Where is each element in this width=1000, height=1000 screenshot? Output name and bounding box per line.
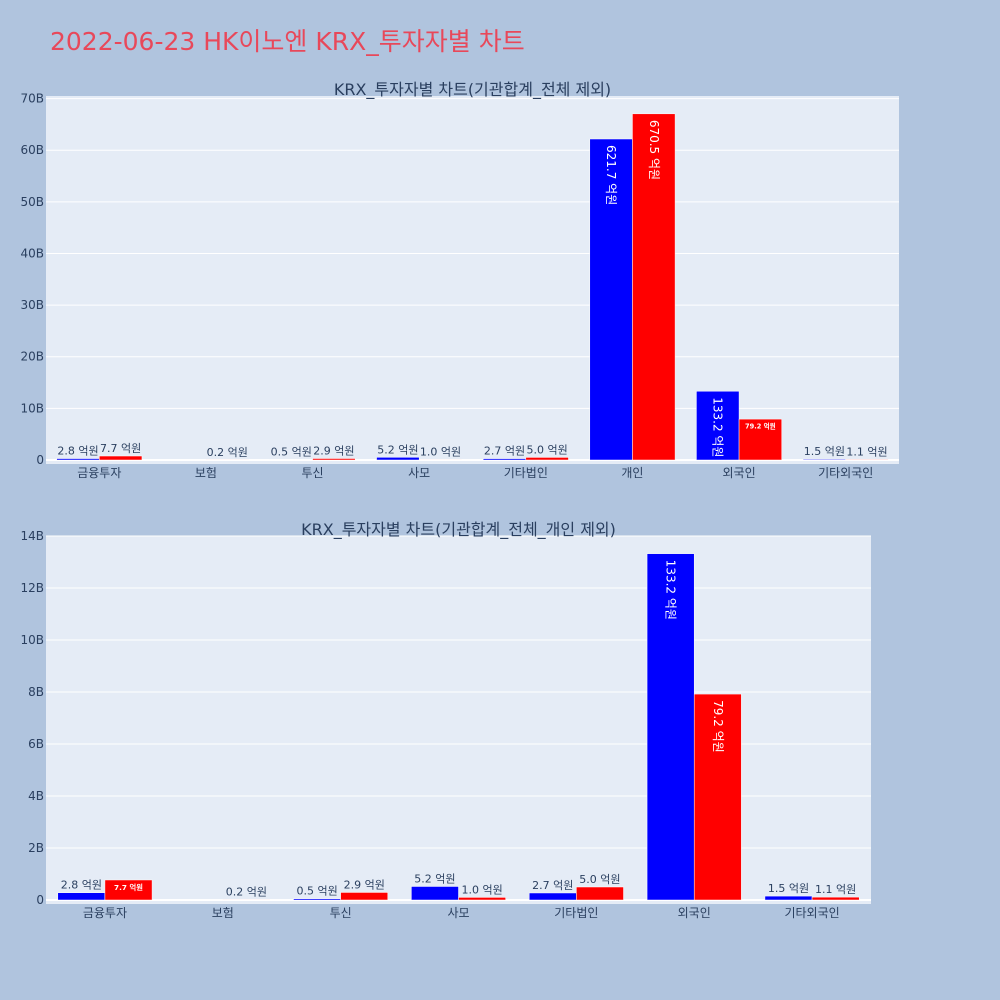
bar-data-label: 1.0 억원 bbox=[461, 883, 502, 896]
x-tick-label: 기타외국인 bbox=[818, 466, 873, 480]
bar bbox=[528, 892, 577, 901]
bar-data-label: 5.2 억원 bbox=[414, 872, 455, 885]
chart-title: KRX_투자자별 차트(기관합계_전체 제외) bbox=[334, 80, 611, 100]
bar-data-label: 2.8 억원 bbox=[61, 879, 102, 892]
x-tick-label: 금융투자 bbox=[83, 906, 127, 920]
bar-data-label: 5.2 억원 bbox=[377, 443, 418, 456]
y-tick-label: 60B bbox=[20, 143, 44, 157]
x-tick-label: 투신 bbox=[302, 466, 324, 480]
x-tick-label: 외국인 bbox=[678, 906, 711, 920]
bar-data-label: 79.2 억원 bbox=[711, 700, 725, 753]
x-tick-label: 사모 bbox=[447, 906, 469, 920]
bar-data-label: 7.7 억원 bbox=[100, 442, 141, 455]
bar-data-label: 1.0 억원 bbox=[420, 445, 461, 458]
bar-data-label: 0.5 억원 bbox=[271, 446, 312, 459]
page-title: 2022-06-23 HK이노엔 KRX_투자자별 차트 bbox=[50, 27, 525, 56]
x-tick-label: 기타외국인 bbox=[784, 906, 839, 920]
bar-data-label: 5.0 억원 bbox=[527, 443, 568, 456]
bar bbox=[293, 898, 341, 901]
y-tick-label: 10B bbox=[20, 401, 44, 415]
bar-data-label: 133.2 억원 bbox=[711, 397, 725, 457]
bar-data-label: 1.5 억원 bbox=[768, 882, 809, 895]
y-tick-label: 6B bbox=[28, 737, 44, 751]
bar bbox=[525, 457, 569, 461]
x-tick-label: 기타법인 bbox=[504, 466, 548, 480]
x-tick-label: 보험 bbox=[212, 906, 234, 920]
bar-data-label: 1.1 억원 bbox=[846, 445, 887, 458]
y-tick-label: 50B bbox=[20, 195, 44, 209]
x-tick-label: 보험 bbox=[195, 466, 217, 480]
bar-data-label: 2.8 억원 bbox=[57, 445, 98, 458]
bar-data-label: 2.7 억원 bbox=[532, 879, 573, 892]
y-tick-label: 0 bbox=[36, 893, 44, 907]
bar-data-label: 133.2 억원 bbox=[664, 560, 678, 620]
bar-data-label: 5.0 억원 bbox=[579, 873, 620, 886]
y-tick-label: 40B bbox=[20, 246, 44, 260]
bar bbox=[458, 897, 506, 901]
bar bbox=[802, 458, 846, 461]
bar bbox=[646, 553, 695, 901]
bar bbox=[845, 459, 889, 461]
bar-data-label: 2.9 억원 bbox=[313, 445, 354, 458]
chart-2: 0 2B 4B 6B 8B 10B 12B 14B KRX_투자자별 차트(기관합계_전체_개인… bbox=[20, 520, 871, 920]
x-tick-label: 개인 bbox=[621, 466, 643, 480]
bar bbox=[632, 113, 676, 461]
bar bbox=[576, 886, 624, 901]
bar-data-label: 0.2 억원 bbox=[207, 446, 248, 459]
bar bbox=[696, 390, 740, 461]
bar bbox=[693, 693, 742, 901]
y-tick-label: 70B bbox=[20, 92, 44, 106]
bar-data-label: 1.5 억원 bbox=[804, 445, 845, 458]
y-tick-label: 10B bbox=[20, 633, 44, 647]
bar-data-label: 0.2 억원 bbox=[226, 885, 267, 898]
bar bbox=[764, 895, 813, 901]
x-tick-label: 사모 bbox=[408, 466, 430, 480]
bar bbox=[222, 899, 271, 901]
y-tick-label: 8B bbox=[28, 685, 44, 699]
bar-data-label: 79.2 억원 bbox=[745, 422, 776, 431]
y-tick-label: 14B bbox=[20, 529, 44, 543]
bar-data-label: 621.7 억원 bbox=[604, 145, 618, 205]
y-tick-label: 4B bbox=[28, 789, 44, 803]
chart-title: KRX_투자자별 차트(기관합계_전체_개인 제외) bbox=[301, 520, 616, 540]
bar bbox=[811, 896, 860, 901]
bar bbox=[418, 459, 463, 461]
bar bbox=[482, 458, 527, 461]
plot-background bbox=[46, 96, 899, 464]
bar bbox=[312, 458, 356, 461]
bar bbox=[56, 458, 100, 461]
y-tick-label: 20B bbox=[20, 350, 44, 364]
bar bbox=[376, 457, 420, 461]
bar bbox=[340, 892, 389, 901]
y-tick-label: 30B bbox=[20, 298, 44, 312]
y-tick-label: 0 bbox=[36, 453, 44, 467]
bar-data-label: 1.1 억원 bbox=[815, 883, 856, 896]
plot-background bbox=[46, 536, 871, 904]
bar bbox=[738, 418, 782, 461]
chart-1: 0 10B 20B 30B 40B 50B 60B 70B KRX_투자자별 차트(기관합계_전… bbox=[20, 80, 899, 480]
bar bbox=[99, 455, 143, 461]
bar-data-label: 7.7 억원 bbox=[114, 883, 143, 892]
bar bbox=[57, 892, 106, 901]
bar-data-label: 2.7 억원 bbox=[484, 445, 525, 458]
x-tick-label: 투신 bbox=[330, 906, 352, 920]
y-tick-label: 12B bbox=[20, 581, 44, 595]
x-tick-label: 외국인 bbox=[723, 466, 756, 480]
bar-data-label: 2.9 억원 bbox=[344, 878, 385, 891]
bar bbox=[104, 879, 153, 901]
y-tick-label: 2B bbox=[28, 841, 44, 855]
x-tick-label: 금융투자 bbox=[77, 466, 121, 480]
bar-data-label: 670.5 억원 bbox=[647, 120, 661, 180]
x-tick-label: 기타법인 bbox=[554, 906, 598, 920]
bar-data-label: 0.5 억원 bbox=[296, 885, 337, 898]
bar bbox=[411, 886, 459, 901]
